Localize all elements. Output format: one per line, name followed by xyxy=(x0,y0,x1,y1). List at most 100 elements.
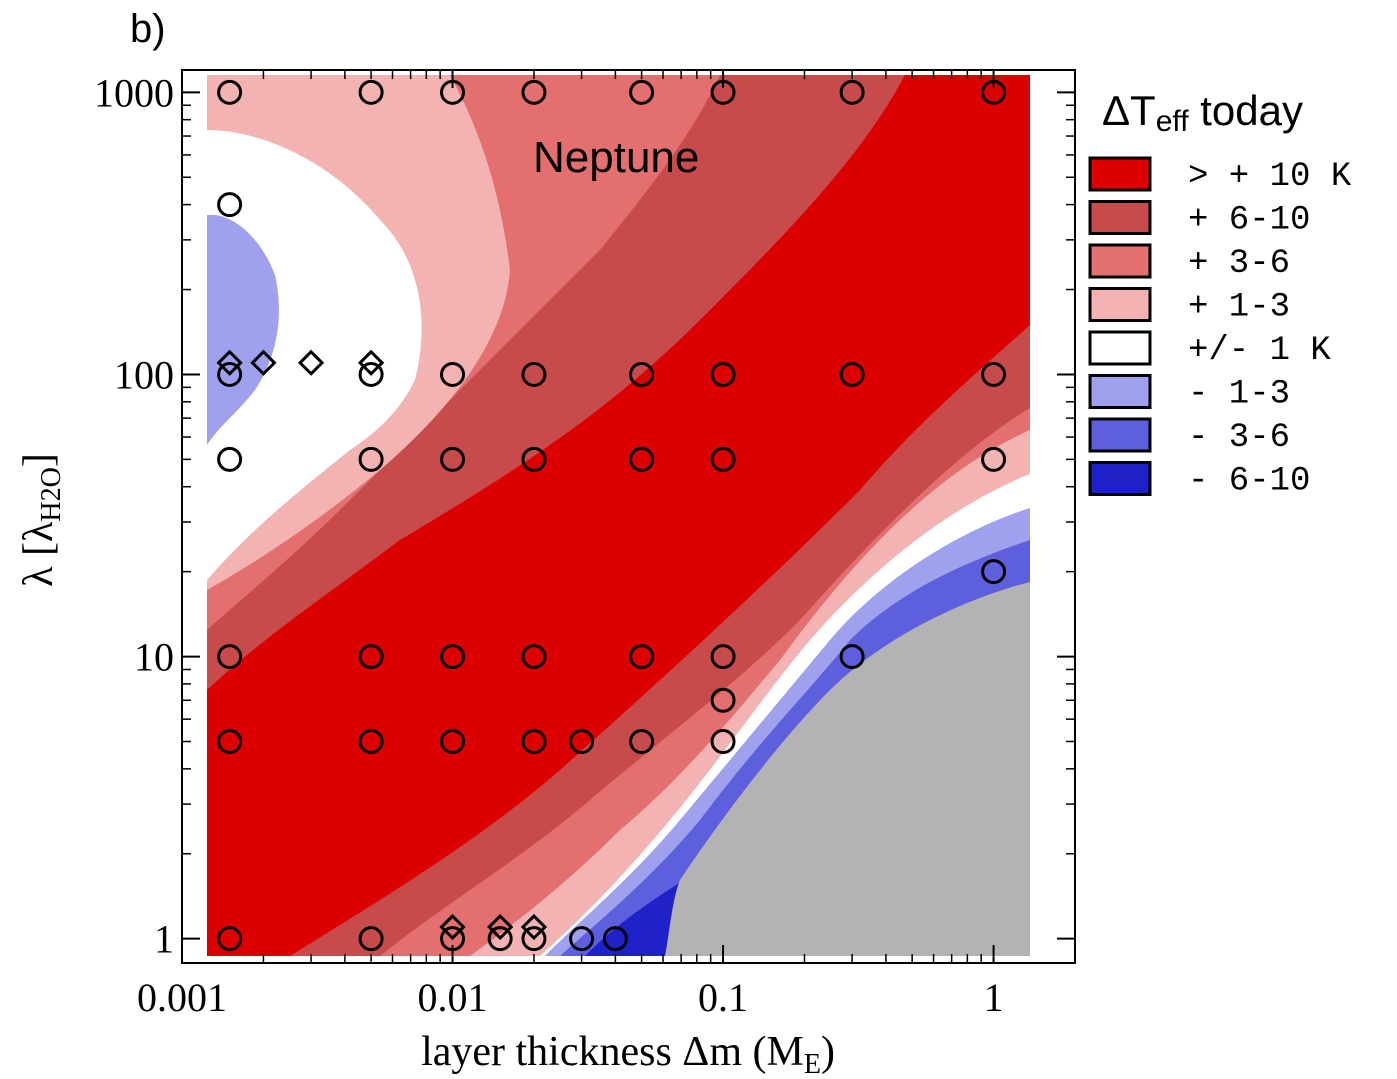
data-point-circle xyxy=(217,644,243,670)
y-axis-label-suffix: ] xyxy=(16,453,62,467)
y-tick-label: 1 xyxy=(154,917,174,962)
data-point-circle xyxy=(710,361,736,387)
data-point-circle xyxy=(358,728,384,754)
x-axis-label-suffix: ) xyxy=(821,1029,835,1075)
legend-title-sub: eff xyxy=(1156,105,1189,138)
data-point-circle xyxy=(981,559,1007,585)
region-no-data xyxy=(665,582,1030,956)
data-point-circle xyxy=(358,644,384,670)
axis-ticks: 0.001 0.01 0.1 1 1 10 100 1000 xyxy=(94,70,1076,1020)
data-point-circle xyxy=(629,79,655,105)
data-point-circle xyxy=(217,926,243,952)
data-point-circle xyxy=(981,446,1007,472)
legend-swatch xyxy=(1088,243,1152,279)
x-axis-label: layer thickness Δm (ME) xyxy=(421,1029,835,1079)
legend-label: + 6-10 xyxy=(1188,202,1310,240)
data-point-diamond xyxy=(250,349,277,376)
legend-label: +/- 1 K xyxy=(1188,332,1331,370)
region-neutral-upper-left xyxy=(207,75,422,580)
region-minus-1-3-upper-left xyxy=(207,214,279,445)
data-point-circle xyxy=(217,192,243,218)
data-point-circle xyxy=(710,79,736,105)
data-point-circle xyxy=(521,446,547,472)
legend-swatch xyxy=(1088,461,1152,496)
data-point-circle xyxy=(710,687,736,713)
data-point-diamond xyxy=(520,913,548,941)
x-axis-label-main: layer thickness Δm (M xyxy=(421,1029,804,1075)
data-point-circle xyxy=(440,79,466,105)
legend-swatch xyxy=(1088,330,1152,366)
plot-frame xyxy=(181,69,1076,964)
data-point-circle xyxy=(358,446,384,472)
x-tick-label: 1 xyxy=(984,975,1004,1020)
legend-swatch xyxy=(1088,374,1152,409)
data-point-circle xyxy=(569,926,595,952)
legend-swatch xyxy=(1088,417,1152,453)
y-axis-label: λ [λH2O] xyxy=(16,453,67,587)
data-point-circle xyxy=(839,361,865,387)
data-point-circle xyxy=(521,79,547,105)
data-point-circle xyxy=(710,644,736,670)
data-point-circle xyxy=(569,728,595,754)
data-point-circle xyxy=(521,361,547,387)
legend-title-main: ΔT xyxy=(1102,87,1156,134)
data-point-diamond xyxy=(487,913,514,941)
legend-swatch xyxy=(1088,156,1152,192)
x-axis-label-sub: E xyxy=(804,1049,821,1079)
data-point-diamond xyxy=(439,913,466,941)
legend-label: > + 10 K xyxy=(1188,158,1352,196)
data-point-circle xyxy=(710,446,736,472)
legend-label: - 3-6 xyxy=(1188,419,1290,457)
data-point-circle xyxy=(440,446,466,472)
data-point-circle xyxy=(981,361,1007,387)
data-point-diamond xyxy=(357,349,385,376)
contour-regions xyxy=(207,75,1040,956)
legend-title-suffix: today xyxy=(1189,87,1303,134)
data-point-circle xyxy=(358,361,384,387)
data-point-circle xyxy=(521,644,547,670)
legend-label: + 3-6 xyxy=(1188,245,1290,283)
data-point-circle xyxy=(217,79,243,105)
data-point-circle xyxy=(710,728,736,754)
legend-swatch xyxy=(1088,287,1152,322)
data-point-circle xyxy=(629,446,655,472)
data-point-circle xyxy=(217,728,243,754)
legend: > + 10 K + 6-10 + 3-6 + 1-3 +/- 1 K - 1-3 - 3-… xyxy=(1088,156,1352,501)
panel-label: b) xyxy=(130,7,166,51)
x-tick-label: 0.01 xyxy=(418,975,488,1020)
legend-label: - 6-10 xyxy=(1188,463,1310,501)
data-point-circle xyxy=(521,728,547,754)
data-point-circle xyxy=(629,644,655,670)
legend-title: ΔTeff today xyxy=(1102,87,1303,138)
data-point-circle xyxy=(440,644,466,670)
data-point-circle xyxy=(839,644,865,670)
y-tick-label: 100 xyxy=(114,352,174,397)
data-point-circle xyxy=(521,926,547,952)
y-axis-label-sub: H2O xyxy=(36,467,67,521)
data-markers xyxy=(216,79,1007,952)
data-point-circle xyxy=(629,728,655,754)
y-tick-label: 1000 xyxy=(94,70,174,115)
data-point-circle xyxy=(839,79,865,105)
data-point-circle xyxy=(440,361,466,387)
data-point-circle xyxy=(440,926,466,952)
y-tick-label: 10 xyxy=(134,635,174,680)
legend-swatch xyxy=(1088,200,1152,235)
data-point-circle xyxy=(602,926,628,952)
data-point-circle xyxy=(358,79,384,105)
x-tick-label: 0.1 xyxy=(698,975,748,1020)
annotation-neptune: Neptune xyxy=(533,133,699,182)
x-tick-label: 0.001 xyxy=(137,975,227,1020)
data-point-circle xyxy=(440,728,466,754)
data-point-diamond xyxy=(297,349,325,376)
data-point-diamond xyxy=(216,349,243,376)
data-point-circle xyxy=(217,446,243,472)
data-point-circle xyxy=(629,361,655,387)
data-point-circle xyxy=(358,926,384,952)
y-axis-label-main: λ [λ xyxy=(16,521,62,587)
legend-label: + 1-3 xyxy=(1188,289,1290,327)
data-point-circle xyxy=(487,926,513,952)
data-point-circle xyxy=(981,79,1007,105)
data-point-circle xyxy=(217,361,243,387)
